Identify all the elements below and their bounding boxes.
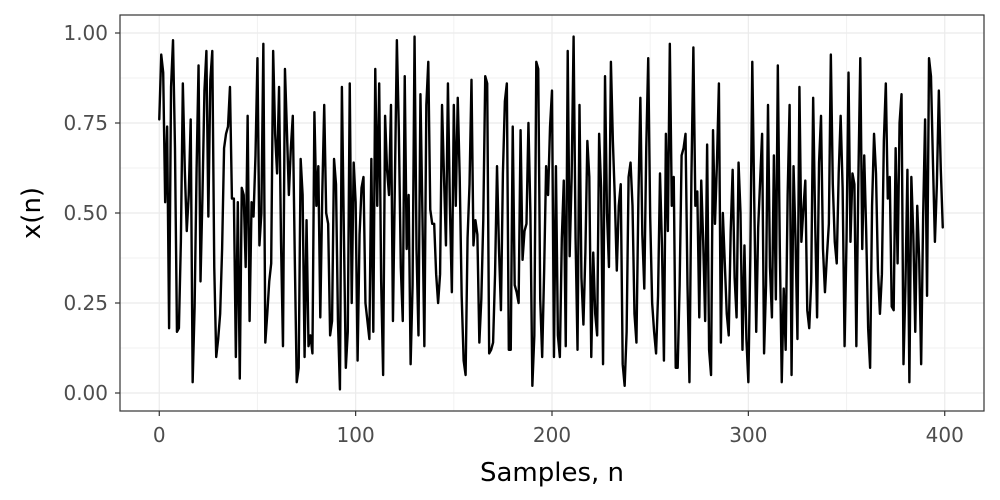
series-line — [158, 35, 944, 391]
x-tick-label: 0 — [153, 423, 166, 447]
x-axis-title: Samples, n — [480, 458, 624, 488]
y-tick-label: 0.00 — [63, 381, 108, 405]
x-tick-label: 300 — [729, 423, 767, 447]
x-axis-ticks: 0 100 200 300 400 — [153, 411, 964, 447]
y-axis-title: x(n) — [17, 187, 47, 239]
y-axis-ticks: 0.00 0.25 0.50 0.75 1.00 — [63, 21, 120, 405]
series-layer — [158, 35, 944, 391]
x-tick-label: 100 — [337, 423, 375, 447]
y-tick-label: 0.25 — [63, 291, 108, 315]
x-tick-label: 400 — [926, 423, 964, 447]
y-tick-label: 0.75 — [63, 111, 108, 135]
y-tick-label: 0.50 — [63, 201, 108, 225]
x-tick-label: 200 — [533, 423, 571, 447]
y-tick-label: 1.00 — [63, 21, 108, 45]
